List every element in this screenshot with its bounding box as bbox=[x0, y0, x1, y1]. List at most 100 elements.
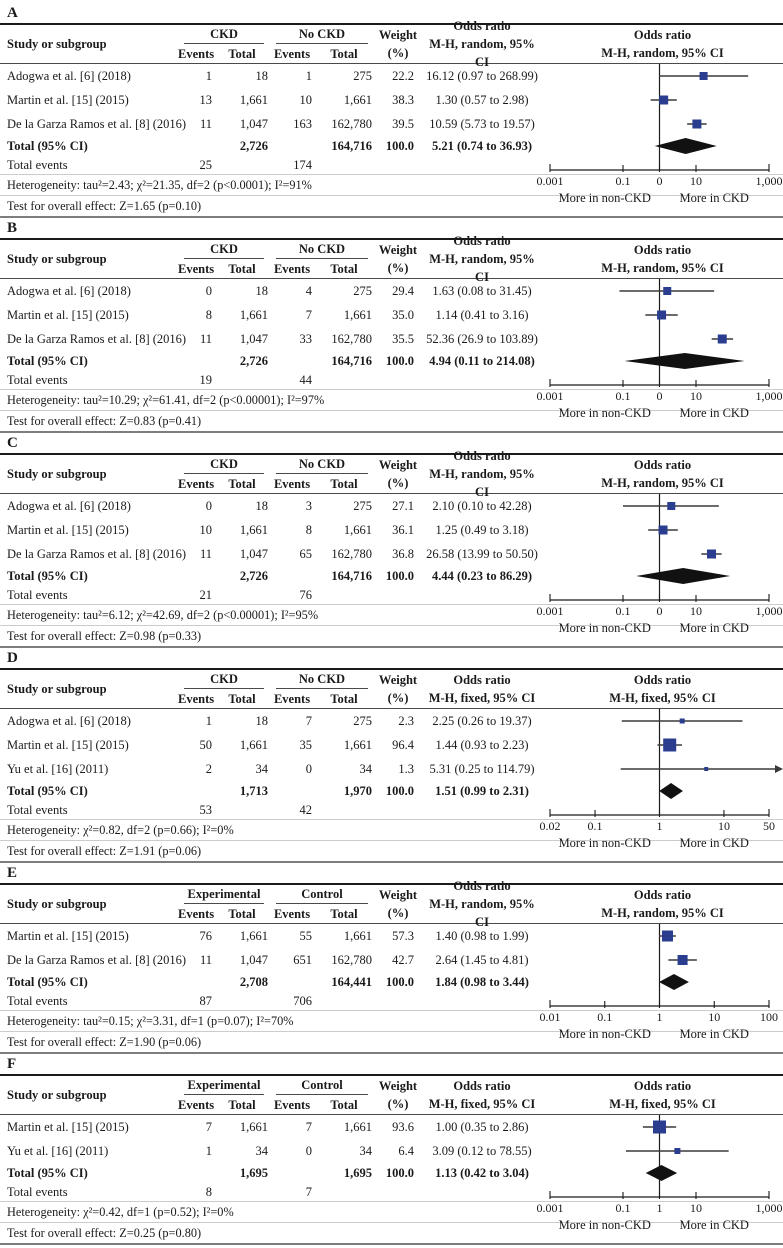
cell-odds-ratio-ci: 1.51 (0.99 to 2.31) bbox=[435, 784, 529, 798]
panel-label: C bbox=[7, 435, 18, 451]
plot-header-or-line2: M-H, random, 95% CI bbox=[601, 261, 724, 275]
cell-events-2: 0 bbox=[305, 762, 312, 776]
col-header-events-1: Events bbox=[178, 261, 215, 276]
cell-odds-ratio-ci: 4.44 (0.23 to 86.29) bbox=[432, 569, 532, 583]
cell-events-2: 7 bbox=[305, 1120, 312, 1134]
col-header-study: Study or subgroup bbox=[7, 252, 107, 266]
col-group-header-1-label: Experimental bbox=[184, 885, 264, 904]
cell-weight: 42.7 bbox=[392, 953, 414, 967]
study-row: Adogwa et al. [6] (2018) 1 18 7 275 2.3 2.25 (… bbox=[0, 709, 783, 733]
overall-effect-note: Test for overall effect: Z=1.65 (p=0.10) bbox=[0, 195, 783, 216]
cell-odds-ratio-ci: 1.30 (0.57 to 2.98) bbox=[435, 93, 529, 107]
col-header-events-2: Events bbox=[273, 46, 311, 61]
col-header-weight: Weight (%) bbox=[374, 25, 422, 63]
plot-header-or-line2: M-H, random, 95% CI bbox=[601, 46, 724, 60]
study-row: De la Garza Ramos et al. [8] (2016) 11 1,0… bbox=[0, 542, 783, 566]
col-header-or-line2: M-H, random, 95% CI bbox=[429, 467, 535, 499]
cell-events-1: 53 bbox=[199, 803, 213, 817]
cell-events-2: 651 bbox=[293, 953, 312, 967]
cell-spacer bbox=[214, 156, 270, 174]
col-header-events-2: Events bbox=[273, 691, 311, 706]
col-header-study: Study or subgroup bbox=[7, 37, 107, 51]
col-group-header-1: CKD bbox=[178, 670, 270, 689]
cell-total-2: 1,661 bbox=[343, 93, 372, 107]
col-header-total-2: Total bbox=[330, 46, 358, 61]
col-header-total-1: Total bbox=[228, 906, 256, 921]
cell-odds-ratio-ci: 1.84 (0.98 to 3.44) bbox=[435, 975, 529, 989]
cell-total-2: 162,780 bbox=[331, 117, 372, 131]
forest-panel-e: E Study or subgroup Experimental Control Eve… bbox=[0, 863, 783, 1054]
col-header-study: Study or subgroup bbox=[7, 897, 107, 911]
total-row: Total (95% CI) 2,726 164,716 100.0 5.21 (0.7… bbox=[0, 136, 783, 156]
cell-weight: 100.0 bbox=[385, 975, 414, 989]
cell-total-label: Total (95% CI) bbox=[7, 354, 88, 368]
col-group-header-2: No CKD bbox=[270, 25, 374, 44]
cell-total-label: Total (95% CI) bbox=[7, 975, 88, 989]
panel-label: B bbox=[7, 220, 18, 236]
col-header-or-line1: Odds ratio bbox=[453, 673, 511, 687]
cell-odds-ratio-ci: 2.64 (1.45 to 4.81) bbox=[435, 953, 529, 967]
col-group-header-2: No CKD bbox=[270, 670, 374, 689]
cell-total-1: 2,726 bbox=[239, 139, 268, 153]
col-group-header-2: Control bbox=[270, 885, 374, 904]
cell-total-2: 164,716 bbox=[331, 354, 372, 368]
cell-odds-ratio-ci: 1.14 (0.41 to 3.16) bbox=[435, 308, 529, 322]
col-group-header-2-label: No CKD bbox=[276, 670, 368, 689]
col-header-odds-ratio: Odds ratio M-H, fixed, 95% CI bbox=[422, 1076, 542, 1114]
meta-analysis-forest-figure: A Study or subgroup CKD No CKD Events Total Ev… bbox=[0, 3, 783, 1245]
overall-effect-note: Test for overall effect: Z=0.98 (p=0.33) bbox=[0, 625, 783, 646]
cell-study-name: Martin et al. [15] (2015) bbox=[7, 738, 129, 752]
cell-spacer bbox=[270, 972, 314, 992]
cell-events-1: 8 bbox=[205, 1185, 212, 1199]
cell-total-2: 34 bbox=[359, 1144, 373, 1158]
cell-weight: 36.1 bbox=[392, 523, 414, 537]
cell-events-1: 10 bbox=[199, 523, 213, 537]
study-row: Martin et al. [15] (2015) 50 1,661 35 1,661 9… bbox=[0, 733, 783, 757]
plot-header-odds-ratio: Odds ratio M-H, fixed, 95% CI bbox=[542, 670, 783, 708]
cell-total-1: 18 bbox=[255, 499, 269, 513]
cell-events-1: 87 bbox=[199, 994, 213, 1008]
cell-total-label: Total (95% CI) bbox=[7, 139, 88, 153]
cell-total-2: 1,661 bbox=[343, 738, 372, 752]
cell-odds-ratio-ci: 1.63 (0.08 to 31.45) bbox=[432, 284, 532, 298]
col-header-weight: Weight (%) bbox=[374, 885, 422, 923]
plot-header-or-line2: M-H, random, 95% CI bbox=[601, 476, 724, 490]
cell-odds-ratio-ci: 1.44 (0.93 to 2.23) bbox=[435, 738, 529, 752]
col-header-odds-ratio: Odds ratio M-H, random, 95% CI bbox=[422, 234, 542, 284]
cell-events-1: 13 bbox=[199, 93, 213, 107]
overall-effect-note: Test for overall effect: Z=1.90 (p=0.06) bbox=[0, 1031, 783, 1052]
cell-events-2: 42 bbox=[299, 803, 313, 817]
col-header-total-1: Total bbox=[228, 476, 256, 491]
forest-panel-c: C Study or subgroup CKD No CKD Events Total Ev… bbox=[0, 433, 783, 648]
col-group-header-1: CKD bbox=[178, 240, 270, 259]
cell-events-1: 11 bbox=[199, 953, 212, 967]
cell-total-label: Total (95% CI) bbox=[7, 1166, 88, 1180]
cell-odds-ratio-ci: 16.12 (0.97 to 268.99) bbox=[426, 69, 538, 83]
plot-header-or-line2: M-H, fixed, 95% CI bbox=[609, 1097, 716, 1111]
cell-weight: 57.3 bbox=[392, 929, 414, 943]
cell-total-1: 2,726 bbox=[239, 569, 268, 583]
cell-weight: 38.3 bbox=[392, 93, 414, 107]
cell-total-1: 18 bbox=[255, 284, 269, 298]
cell-events-1: 11 bbox=[199, 117, 212, 131]
cell-odds-ratio-ci: 3.09 (0.12 to 78.55) bbox=[432, 1144, 532, 1158]
cell-total-1: 1,661 bbox=[239, 738, 268, 752]
cell-events-2: 174 bbox=[293, 158, 312, 172]
cell-total-events-label: Total events bbox=[7, 373, 68, 387]
cell-weight: 93.6 bbox=[392, 1120, 414, 1134]
col-header-weight-line2: (%) bbox=[387, 46, 409, 60]
plot-header-odds-ratio: Odds ratio M-H, fixed, 95% CI bbox=[542, 1076, 783, 1114]
cell-spacer bbox=[214, 992, 270, 1010]
col-header-weight-line1: Weight bbox=[378, 243, 418, 257]
cell-study-name: De la Garza Ramos et al. [8] (2016) bbox=[7, 953, 187, 967]
heterogeneity-note: Heterogeneity: χ²=0.82, df=2 (p=0.66); I… bbox=[0, 819, 783, 840]
cell-total-events-label: Total events bbox=[7, 588, 68, 602]
col-header-study: Study or subgroup bbox=[7, 1088, 107, 1102]
col-group-header-2: No CKD bbox=[270, 455, 374, 474]
col-group-header-2-label: No CKD bbox=[276, 25, 368, 44]
cell-total-2: 275 bbox=[353, 499, 372, 513]
cell-total-events-label: Total events bbox=[7, 1185, 68, 1199]
cell-weight: 96.4 bbox=[392, 738, 414, 752]
col-header-weight: Weight (%) bbox=[374, 455, 422, 493]
cell-spacer bbox=[270, 566, 314, 586]
